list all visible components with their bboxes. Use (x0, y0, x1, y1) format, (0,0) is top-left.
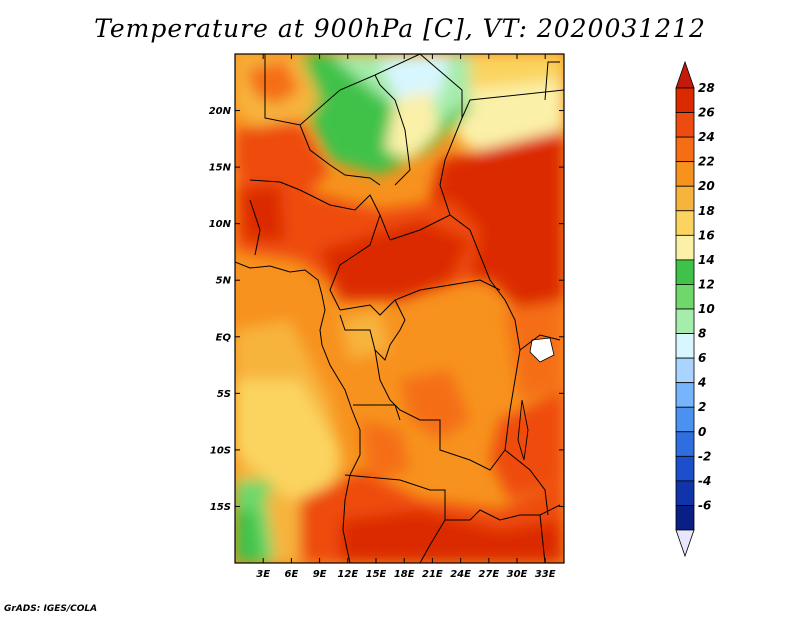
longitude-axis: 3E 6E 9E 12E 15E 18E 21E 24E 27E 30E 33E (256, 54, 556, 580)
lon-label: 24E (450, 569, 471, 580)
colorbar-swatch (675, 234, 695, 261)
lat-label: 15N (209, 163, 232, 174)
colorbar-label: 10 (698, 302, 715, 316)
colorbar-label: 0 (698, 425, 706, 439)
colorbar-label: 2 (698, 400, 706, 414)
colorbar-swatch (675, 431, 695, 457)
lon-label: 30E (507, 569, 528, 580)
country-borders (235, 54, 564, 563)
lon-label: 21E (422, 569, 443, 580)
colorbar-swatch (675, 284, 695, 310)
colorbar-swatch (675, 308, 695, 334)
colorbar-swatch (675, 259, 695, 285)
lat-label: 10N (209, 219, 232, 230)
lat-label: 5N (216, 276, 232, 287)
colorbar-top-triangle (675, 60, 695, 89)
colorbar-swatch (675, 185, 695, 212)
colorbar-label: 12 (698, 277, 715, 291)
colorbar-swatch (675, 333, 695, 359)
plot-title: Temperature at 900hPa [C], VT: 202003121… (94, 14, 706, 43)
colorbar-swatch (675, 505, 695, 531)
lon-label: 6E (285, 569, 299, 580)
colorbar-swatch (675, 161, 695, 187)
colorbar-swatch (675, 210, 695, 236)
colorbar-label: -4 (698, 474, 711, 488)
latitude-axis: 20N 15N 10N 5N EQ 5S 10S 15S (209, 106, 564, 513)
colorbar-label: 14 (698, 253, 715, 267)
grads-credit: GrADS: IGES/COLA (4, 604, 98, 614)
colorbar-label: 18 (698, 204, 715, 218)
colorbar-swatch (675, 87, 695, 113)
colorbar-label: 28 (698, 81, 715, 95)
colorbar-label: 24 (698, 130, 715, 144)
colorbar-swatch (675, 382, 695, 408)
colorbar-swatch (675, 455, 695, 482)
colorbar-swatch (675, 357, 695, 384)
lon-label: 33E (535, 569, 556, 580)
colorbar-swatch (675, 480, 695, 506)
colorbar-bottom-triangle (675, 529, 695, 558)
colorbar-swatch (675, 136, 695, 163)
lon-label: 27E (478, 569, 499, 580)
map-frame (234, 53, 565, 564)
lon-label: 15E (366, 569, 387, 580)
lat-label: 10S (210, 445, 231, 456)
colorbar-label: -2 (698, 449, 711, 463)
lat-label: EQ (216, 332, 232, 343)
lon-label: 12E (337, 569, 358, 580)
colorbar-swatch (675, 112, 695, 138)
colorbar-label: 8 (698, 327, 706, 341)
colorbar-label: 4 (697, 376, 706, 390)
colorbar-swatch (675, 406, 695, 433)
lon-label: 9E (313, 569, 327, 580)
lon-label: 3E (256, 569, 270, 580)
colorbar-label: -6 (698, 498, 711, 512)
lat-label: 20N (209, 106, 232, 117)
lat-label: 5S (217, 389, 231, 400)
lon-label: 18E (394, 569, 415, 580)
colorbar-label: 6 (698, 351, 706, 365)
lat-label: 15S (210, 502, 231, 513)
colorbar-label: 26 (698, 106, 715, 120)
colorbar-label: 22 (698, 155, 715, 169)
colorbar-label: 16 (698, 228, 715, 242)
colorbar-label: 20 (698, 179, 715, 193)
